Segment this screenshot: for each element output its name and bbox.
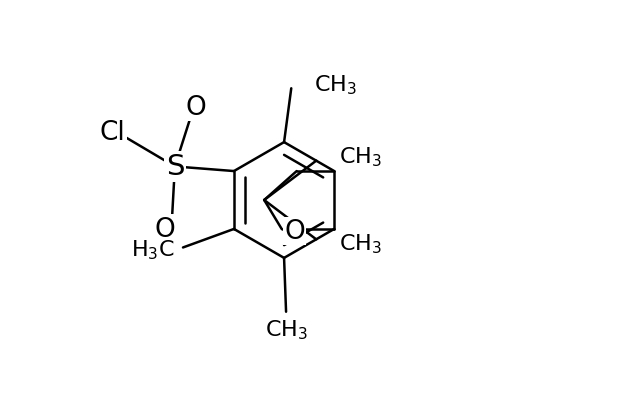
- Text: S: S: [166, 153, 184, 181]
- Text: O: O: [284, 219, 305, 244]
- Text: H$_3$C: H$_3$C: [131, 238, 175, 261]
- Text: CH$_3$: CH$_3$: [339, 232, 383, 255]
- Text: O: O: [186, 95, 206, 120]
- Text: O: O: [154, 216, 175, 242]
- Text: CH$_3$: CH$_3$: [339, 146, 383, 169]
- Text: CH$_3$: CH$_3$: [266, 318, 308, 342]
- Text: Cl: Cl: [100, 119, 125, 145]
- Text: CH$_3$: CH$_3$: [314, 73, 357, 97]
